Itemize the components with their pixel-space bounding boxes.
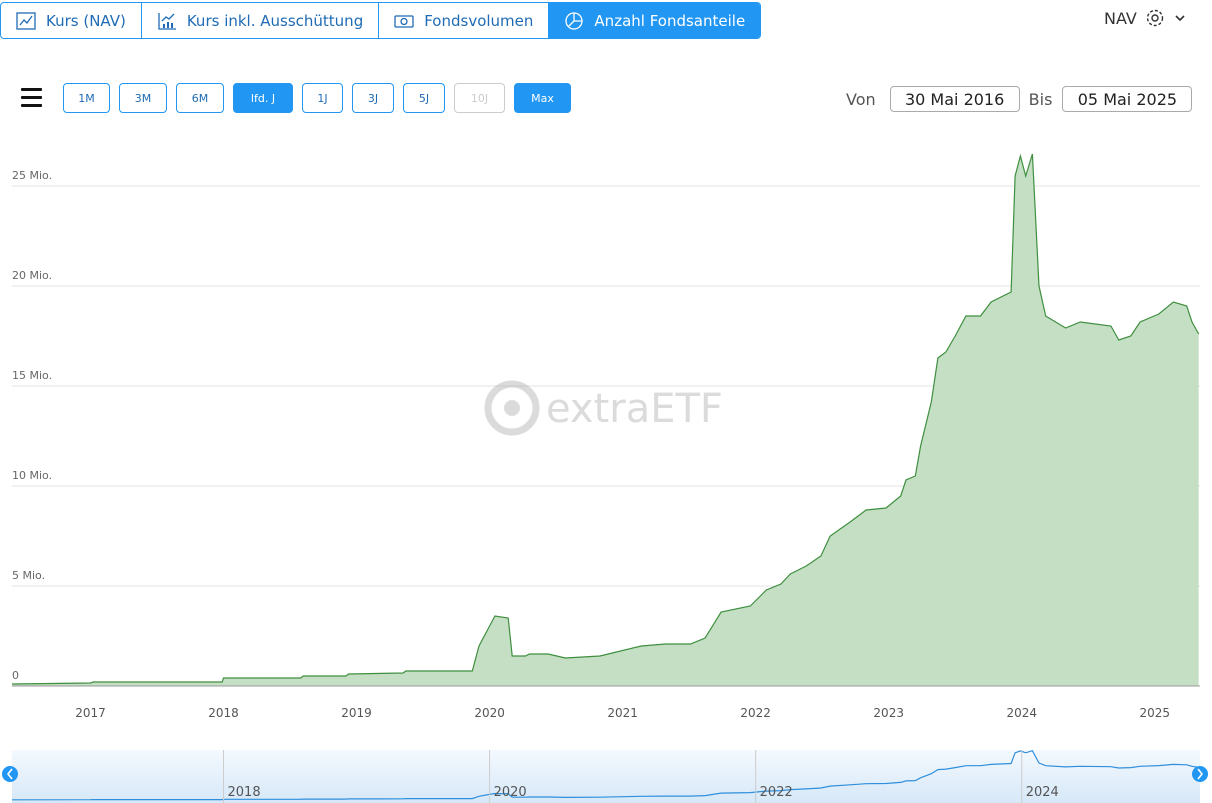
to-date[interactable]: 05 Mai 2025: [1062, 86, 1193, 112]
y-tick-label: 15 Mio.: [12, 369, 52, 382]
navigator-label: 2024: [1026, 785, 1059, 800]
chart: extraETF 0 5 Mio. 10 Mio. 15 Mio. 20 Mio. 25 …: [2, 153, 1208, 803]
chevron-icon: [1175, 15, 1185, 22]
y-tick-label: 25 Mio.: [12, 169, 52, 182]
navigator-label: 2018: [228, 785, 261, 800]
price-type: NAV: [1104, 8, 1137, 28]
tab-icon: [565, 11, 584, 30]
y-tick-label: 0: [12, 669, 19, 682]
tab[interactable]: Kurs (NAV): [1, 3, 142, 38]
tab-label: Anzahl Fondsanteile: [594, 11, 746, 30]
range-buttons: 1M 3M 6M lfd. J 1J 3J 5J 10J Max: [63, 83, 571, 113]
handle-circle: [2, 766, 18, 782]
tab-label: Kurs inkl. Ausschüttung: [186, 11, 364, 30]
area-line: [11, 153, 1200, 685]
to-label: Bis: [1028, 89, 1053, 109]
range-button[interactable]: 3J: [352, 83, 394, 113]
navigator-handle[interactable]: [2, 766, 18, 782]
range-button[interactable]: 5J: [403, 83, 445, 113]
watermark: extraETF: [484, 380, 723, 436]
navigator-background: [12, 750, 1200, 803]
area-fill: [12, 154, 1199, 686]
y-tick-label: 10 Mio.: [12, 469, 52, 482]
navigator-label: 2022: [760, 785, 793, 800]
tab-icon: [394, 14, 414, 28]
tab-icon: [16, 11, 36, 30]
watermark-text: extraETF: [546, 386, 723, 432]
tab[interactable]: Kurs inkl. Ausschüttung: [142, 3, 380, 38]
menu-icon[interactable]: [21, 88, 42, 112]
x-tick-label: 2023: [873, 706, 904, 720]
x-tick-label: 2024: [1006, 706, 1037, 720]
x-tick-label: 2020: [474, 706, 505, 720]
range-button[interactable]: 3M: [119, 83, 167, 113]
navigator-handle[interactable]: [1192, 766, 1208, 782]
handle-circle: [1192, 766, 1208, 782]
x-tick-label: 2025: [1139, 706, 1170, 720]
handle-arrow: [6, 768, 13, 780]
from-label: Von: [846, 89, 876, 109]
x-tick-label: 2021: [607, 706, 638, 720]
tab[interactable]: Anzahl Fondsanteile: [549, 3, 761, 38]
range-button: 10J: [454, 83, 505, 113]
tab-label: Kurs (NAV): [46, 11, 126, 30]
handle-arrow: [1197, 768, 1204, 780]
navigator-label: 2020: [494, 785, 527, 800]
navigator-line: [11, 749, 1199, 801]
price-type-selector[interactable]: NAV: [1104, 8, 1187, 28]
tab-label: Fondsvolumen: [424, 11, 534, 30]
from-date[interactable]: 30 Mai 2016: [889, 86, 1020, 112]
tab-icon: [158, 12, 176, 30]
date-range: Von 30 Mai 2016 Bis 05 Mai 2025: [846, 86, 1193, 112]
y-tick-label: 20 Mio.: [12, 269, 52, 282]
tab[interactable]: Fondsvolumen: [379, 3, 550, 38]
x-tick-label: 2022: [740, 706, 771, 720]
y-tick-label: 5 Mio.: [12, 569, 45, 582]
range-button[interactable]: 1M: [63, 83, 110, 113]
range-button[interactable]: 1J: [302, 83, 343, 113]
x-tick-label: 2018: [208, 706, 239, 720]
range-button[interactable]: 6M: [176, 83, 224, 113]
x-tick-label: 2019: [341, 706, 372, 720]
gear-icon: [1146, 9, 1164, 27]
tab-bar: Kurs (NAV) Kurs inkl. Ausschüttung Fondsvo…: [0, 2, 762, 39]
x-tick-label: 2017: [75, 706, 106, 720]
range-button[interactable]: Max: [514, 83, 571, 113]
range-button[interactable]: lfd. J: [233, 83, 293, 113]
